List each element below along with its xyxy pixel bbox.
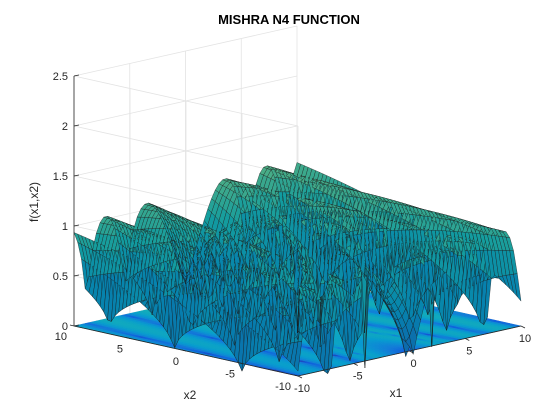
x2-tick-label: 5	[117, 344, 123, 356]
z-tick-mark	[73, 224, 80, 227]
surface-mesh	[73, 162, 522, 375]
x1-tick-mark	[409, 350, 414, 354]
x1-tick-mark	[465, 338, 470, 341]
x2-tick-label: -10	[275, 381, 291, 393]
x1-tick-mark	[297, 375, 303, 379]
x1-tick-label: 10	[519, 333, 531, 345]
x2-tick-label: 10	[55, 331, 67, 343]
z-tick-label: 0	[62, 321, 68, 333]
x1-tick-label: -5	[353, 371, 363, 383]
z-tick-label: 0.5	[53, 271, 68, 283]
x1-axis-label: x1	[390, 386, 403, 400]
axis-ticks: 0 0.5 1 1.5 2 2.5 10 5 0 -5 -10 -10 -5 0 5 10	[53, 71, 531, 395]
surface-patch	[513, 273, 522, 302]
z-tick-label: 1.5	[53, 171, 68, 183]
z-tick-mark	[73, 274, 80, 277]
z-tick-label: 2	[62, 121, 68, 133]
x1-tick-mark	[520, 325, 526, 329]
chart-title: MISHRA N4 FUNCTION	[218, 12, 360, 27]
x2-tick-mark	[237, 362, 243, 364]
x2-tick-mark	[69, 324, 75, 327]
x1-tick-label: 0	[410, 358, 416, 370]
z-tick-mark	[73, 174, 80, 177]
x2-tick-label: 0	[173, 356, 179, 368]
z-tick-label: 1	[62, 221, 68, 233]
z-tick-mark	[73, 74, 80, 77]
x1-tick-label: 5	[466, 346, 472, 358]
x1-tick-label: -10	[294, 383, 310, 395]
x2-tick-mark	[181, 349, 187, 352]
z-axis-label: f(x1,x2)	[27, 182, 41, 222]
z-tick-label: 2.5	[53, 71, 68, 83]
z-tick-mark	[73, 124, 80, 127]
x2-tick-mark	[125, 337, 131, 339]
x1-tick-mark	[353, 363, 358, 366]
x2-tick-label: -5	[225, 369, 235, 381]
z-tick-mark	[73, 324, 80, 327]
x2-axis-label: x2	[184, 388, 197, 402]
x2-tick-mark	[293, 374, 299, 377]
